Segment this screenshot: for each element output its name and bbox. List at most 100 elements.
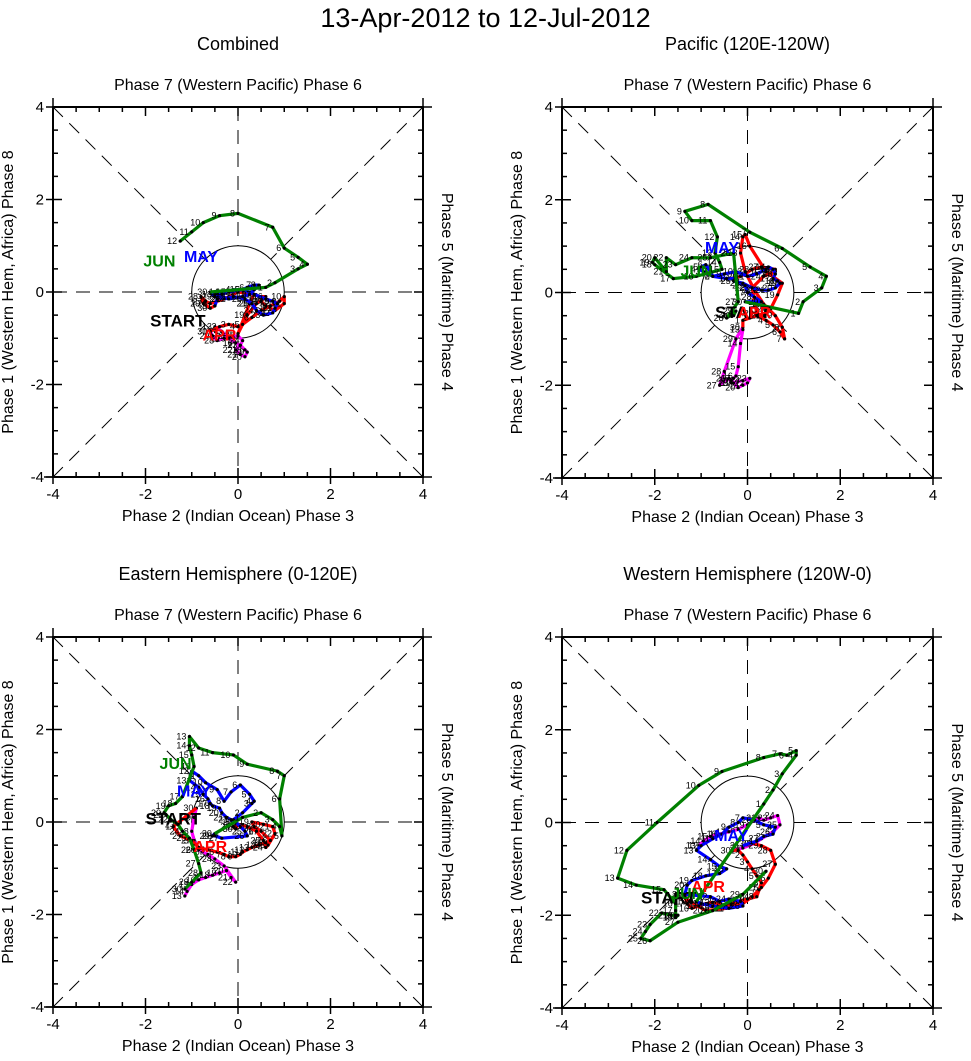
day-point [741,328,745,332]
day-label: 12 [614,845,624,855]
day-label: 23 [223,817,233,827]
day-label: 14 [755,262,765,272]
day-label: 8 [756,753,761,763]
day-point [731,381,736,385]
day-point [197,746,201,750]
day-label: 26 [243,826,253,836]
day-label: 3 [265,815,270,825]
day-label: 27 [725,297,735,307]
day-point [690,878,694,883]
day-label: 2 [253,808,258,818]
month-label-may: MAY [184,249,218,266]
day-point [736,365,740,369]
day-point [271,825,275,829]
day-label: 13 [730,325,740,335]
day-label: 18 [642,260,652,270]
y-tick-label: -2 [540,377,553,394]
day-label: 29 [748,841,758,851]
day-label: 7 [751,885,756,895]
month-label-jun: JUN [160,756,192,773]
day-label: 16 [683,271,693,281]
day-point [264,285,268,289]
day-label: 15 [179,750,189,760]
day-label: 23 [758,813,768,823]
day-label: 15 [732,230,742,240]
day-point [694,848,699,852]
day-point [731,279,736,283]
day-label: 16 [737,241,747,251]
day-label: 22 [697,892,707,902]
day-label: 28 [700,901,710,911]
diagonal-line-ne [270,106,424,260]
day-point [762,314,766,318]
x-axis-label: Phase 2 (Indian Ocean) Phase 3 [631,509,863,526]
day-label: 6 [209,847,214,857]
day-point [241,338,245,343]
day-label: 21 [658,910,668,920]
x-tick-label: -4 [46,486,59,503]
day-point [820,286,824,290]
diagonal-line-sw [561,324,716,479]
day-label: 2 [235,808,240,818]
day-label: 5 [200,845,205,855]
diagonal-line-se [779,324,934,479]
day-label: 6 [746,815,751,825]
panel-title: Pacific (120E-120W) [665,34,830,54]
x-axis-label: Phase 2 (Indian Ocean) Phase 3 [122,1038,354,1055]
day-label: 24 [253,842,263,852]
day-point [676,913,680,917]
day-point [183,887,187,891]
x-tick-label: 2 [836,1017,844,1034]
day-label: 11 [230,847,239,857]
day-point [206,852,210,856]
day-point [190,753,194,757]
day-point [752,295,757,299]
day-label: 22 [218,815,228,825]
day-label: 24 [751,271,761,281]
day-point [643,929,648,934]
day-point [776,279,780,283]
day-label: 12 [186,743,196,753]
day-label: 28 [714,313,724,323]
day-label: 28 [188,868,198,878]
day-point [275,301,279,306]
day-point [748,376,752,380]
day-label: 5 [290,252,295,262]
day-label: 19 [206,803,216,813]
day-point [762,818,766,822]
start-label: START [146,809,202,828]
day-label: 25 [767,820,777,830]
day-label: 1 [719,274,724,284]
day-point [720,832,724,836]
month-label-may: MAY [177,784,211,801]
day-point [764,869,768,873]
phase-diagram-panel-3: Eastern Hemisphere (0-120E) Phase 7 (West… [0,564,455,1055]
day-label: 29 [730,889,740,899]
day-point [748,244,752,248]
day-point [254,308,259,313]
day-point [264,841,268,845]
day-point [220,811,224,815]
day-point [190,230,194,234]
day-point [771,267,775,271]
day-point [215,297,219,301]
day-label: 9 [677,206,682,216]
day-point [757,816,761,820]
day-label: 14 [248,296,258,306]
day-point [227,336,231,340]
day-label: 1 [202,326,207,336]
day-label: 29 [179,877,189,887]
day-label: 14 [174,886,184,896]
day-label: 21 [213,812,223,822]
day-label: 7 [223,787,228,797]
day-point [708,256,713,260]
day-label: 22 [223,877,233,887]
day-point [731,314,736,318]
day-label: 12 [216,294,226,304]
day-point [238,852,242,856]
day-label: 30 [197,303,207,313]
day-label: 15 [686,901,696,911]
